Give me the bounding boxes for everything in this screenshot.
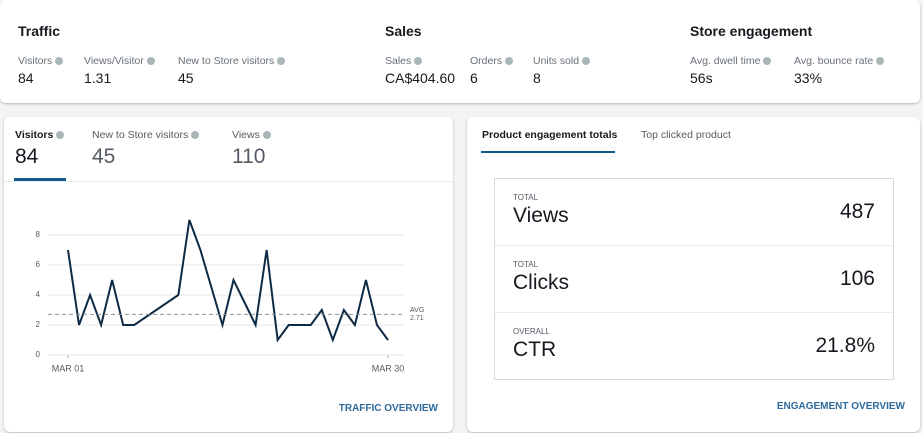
tab-label[interactable]: Views <box>232 129 271 141</box>
link[interactable]: ENGAGEMENT OVERVIEW <box>776 401 905 412</box>
section-title: Sales <box>385 23 422 39</box>
row-value: 487 <box>839 200 875 223</box>
metric-value: 84 <box>18 70 34 86</box>
row-caption: TOTAL <box>513 260 539 269</box>
y-tick-label: 8 <box>36 230 41 239</box>
row-value: 106 <box>839 267 875 290</box>
info-icon[interactable] <box>505 57 514 66</box>
metric-label: New to Store visitors <box>178 55 286 67</box>
x-tick-label: MAR 01 <box>52 363 85 373</box>
tab-value[interactable]: 45 <box>92 145 116 168</box>
row-caption: OVERALL <box>513 327 550 336</box>
info-icon[interactable] <box>146 57 155 66</box>
info-icon[interactable] <box>582 57 591 66</box>
row-divider <box>495 312 893 313</box>
tab-label[interactable]: New to Store visitors <box>92 129 200 141</box>
tab[interactable]: Top clicked product <box>641 129 731 141</box>
y-tick-label: 6 <box>36 260 41 269</box>
info-icon[interactable] <box>56 131 65 140</box>
section-title: Traffic <box>18 23 61 39</box>
info-icon[interactable] <box>262 131 271 140</box>
metric-label: Avg. bounce rate <box>794 55 885 67</box>
divider <box>4 181 453 182</box>
metric-label: Avg. dwell time <box>690 55 772 67</box>
metric-label: Orders <box>470 55 514 67</box>
metric-label: Visitors <box>18 55 64 67</box>
average-label: AVG <box>410 307 424 314</box>
summary-card <box>0 0 920 103</box>
tab[interactable]: Product engagement totals <box>482 129 618 141</box>
info-icon[interactable] <box>876 57 885 66</box>
tab-value[interactable]: 84 <box>15 145 39 168</box>
info-icon[interactable] <box>277 57 286 66</box>
average-value: 2.71 <box>410 315 424 322</box>
metric-value: 45 <box>178 70 194 86</box>
totals-box <box>494 178 894 380</box>
metric-label: Views/Visitor <box>84 55 155 67</box>
active-tab-underline <box>14 178 66 181</box>
tab-label[interactable]: Visitors <box>15 129 65 141</box>
row-label: Clicks <box>513 271 569 294</box>
y-tick-label: 2 <box>36 320 41 329</box>
info-icon[interactable] <box>55 57 64 66</box>
section-title: Store engagement <box>690 23 813 39</box>
info-icon[interactable] <box>763 57 772 66</box>
info-icon[interactable] <box>191 131 200 140</box>
info-icon[interactable] <box>414 57 423 66</box>
metric-value: 1.31 <box>84 70 112 86</box>
row-caption: TOTAL <box>513 193 539 202</box>
row-label: Views <box>513 204 569 227</box>
metric-value: 56s <box>690 70 713 86</box>
row-value: 21.8% <box>815 334 875 357</box>
row-divider <box>495 245 893 246</box>
metric-value: 8 <box>533 70 541 86</box>
traffic-card <box>4 117 453 432</box>
line <box>67 219 389 343</box>
active-tab-underline <box>481 151 615 153</box>
metric-label: Units sold <box>533 55 591 67</box>
metric-value: 6 <box>470 70 478 86</box>
metric-label: Sales <box>385 55 423 67</box>
link[interactable]: TRAFFIC OVERVIEW <box>338 403 438 414</box>
metric-value: CA$404.60 <box>385 70 456 86</box>
metric-value: 33% <box>794 70 823 86</box>
y-tick-label: 4 <box>36 290 41 299</box>
x-tick-label: MAR 30 <box>372 363 405 373</box>
y-tick-label: 0 <box>36 350 41 359</box>
row-label: CTR <box>513 338 557 361</box>
tab-value[interactable]: 110 <box>232 145 266 168</box>
